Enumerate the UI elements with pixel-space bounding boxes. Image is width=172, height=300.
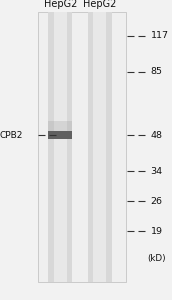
- Bar: [38, 12, 126, 282]
- Text: 26: 26: [150, 196, 163, 206]
- Bar: [48, 121, 72, 131]
- Text: 117: 117: [150, 32, 169, 40]
- Bar: [48, 131, 72, 139]
- Text: 19: 19: [150, 226, 163, 236]
- Text: 34: 34: [150, 167, 163, 176]
- Text: 85: 85: [150, 68, 163, 76]
- Text: 48: 48: [150, 130, 163, 140]
- Bar: [88, 12, 112, 282]
- Text: (kD): (kD): [147, 254, 166, 262]
- Text: HepG2: HepG2: [44, 0, 77, 9]
- Text: HepG2: HepG2: [83, 0, 116, 9]
- Text: CPB2: CPB2: [0, 130, 23, 140]
- Bar: [93, 12, 106, 282]
- Bar: [54, 12, 67, 282]
- Bar: [48, 12, 72, 282]
